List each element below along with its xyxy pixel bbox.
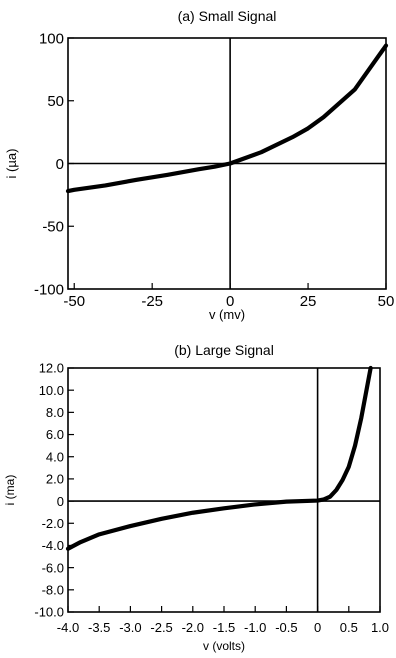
x-tick-label: 0.5	[340, 620, 358, 635]
x-tick-label: -2.5	[150, 620, 172, 635]
y-tick-label: -100	[34, 281, 64, 298]
series-line-0	[65, 365, 373, 551]
x-tick-label: 1.0	[371, 620, 389, 635]
x-tick-label: -25	[141, 293, 163, 310]
y-tick-label: 50	[47, 93, 64, 110]
y-tick-label: 2.0	[46, 472, 64, 487]
x-tick-label: -3.0	[119, 620, 141, 635]
y-tick-label: 8.0	[46, 405, 64, 420]
x-tick-label: -3.5	[88, 620, 110, 635]
y-axis-label: i (ma)	[3, 475, 17, 506]
x-tick-label: 0	[226, 293, 234, 310]
y-tick-label: -4.0	[42, 538, 64, 553]
x-tick-label: -0.5	[275, 620, 297, 635]
x-tick-label: -1.5	[213, 620, 235, 635]
y-tick-label: -50	[42, 219, 64, 236]
y-tick-label: -6.0	[42, 560, 64, 575]
x-tick-label: 0	[314, 620, 321, 635]
y-tick-label: -2.0	[42, 516, 64, 531]
plot-frame	[67, 367, 381, 613]
y-tick-label: 100	[39, 30, 64, 47]
y-tick-label: -10.0	[34, 605, 64, 620]
x-tick-label: -50	[63, 293, 85, 310]
y-axis-label: i (µa)	[4, 149, 19, 179]
series-line-0	[65, 43, 389, 194]
y-tick-label: 0	[57, 494, 64, 509]
chart-small-signal: (a) Small Signal-50 -25 0 25 50100500-50-100…	[4, 8, 394, 322]
x-axis-label: v (volts)	[203, 639, 245, 653]
x-tick-label: -1.0	[244, 620, 266, 635]
y-tick-label: 4.0	[46, 449, 64, 464]
chart-title: (a) Small Signal	[178, 8, 277, 24]
chart-title: (b) Large Signal	[174, 342, 274, 358]
chart-large-signal: (b) Large Signal -4.0 -3.5 -3.0 -2.5 -2.0 -1.5…	[3, 342, 389, 653]
x-axis-label: v (mv)	[209, 307, 245, 322]
y-tick-label: 12.0	[39, 361, 64, 376]
x-tick-label: -2.0	[182, 620, 204, 635]
x-tick-label: 50	[378, 293, 395, 310]
x-tick-label: 25	[300, 293, 317, 310]
y-tick-label: 6.0	[46, 427, 64, 442]
y-tick-label: -8.0	[42, 582, 64, 597]
y-tick-label: 10.0	[39, 383, 64, 398]
x-tick-label: -4.0	[57, 620, 79, 635]
y-tick-label: 0	[56, 156, 64, 173]
